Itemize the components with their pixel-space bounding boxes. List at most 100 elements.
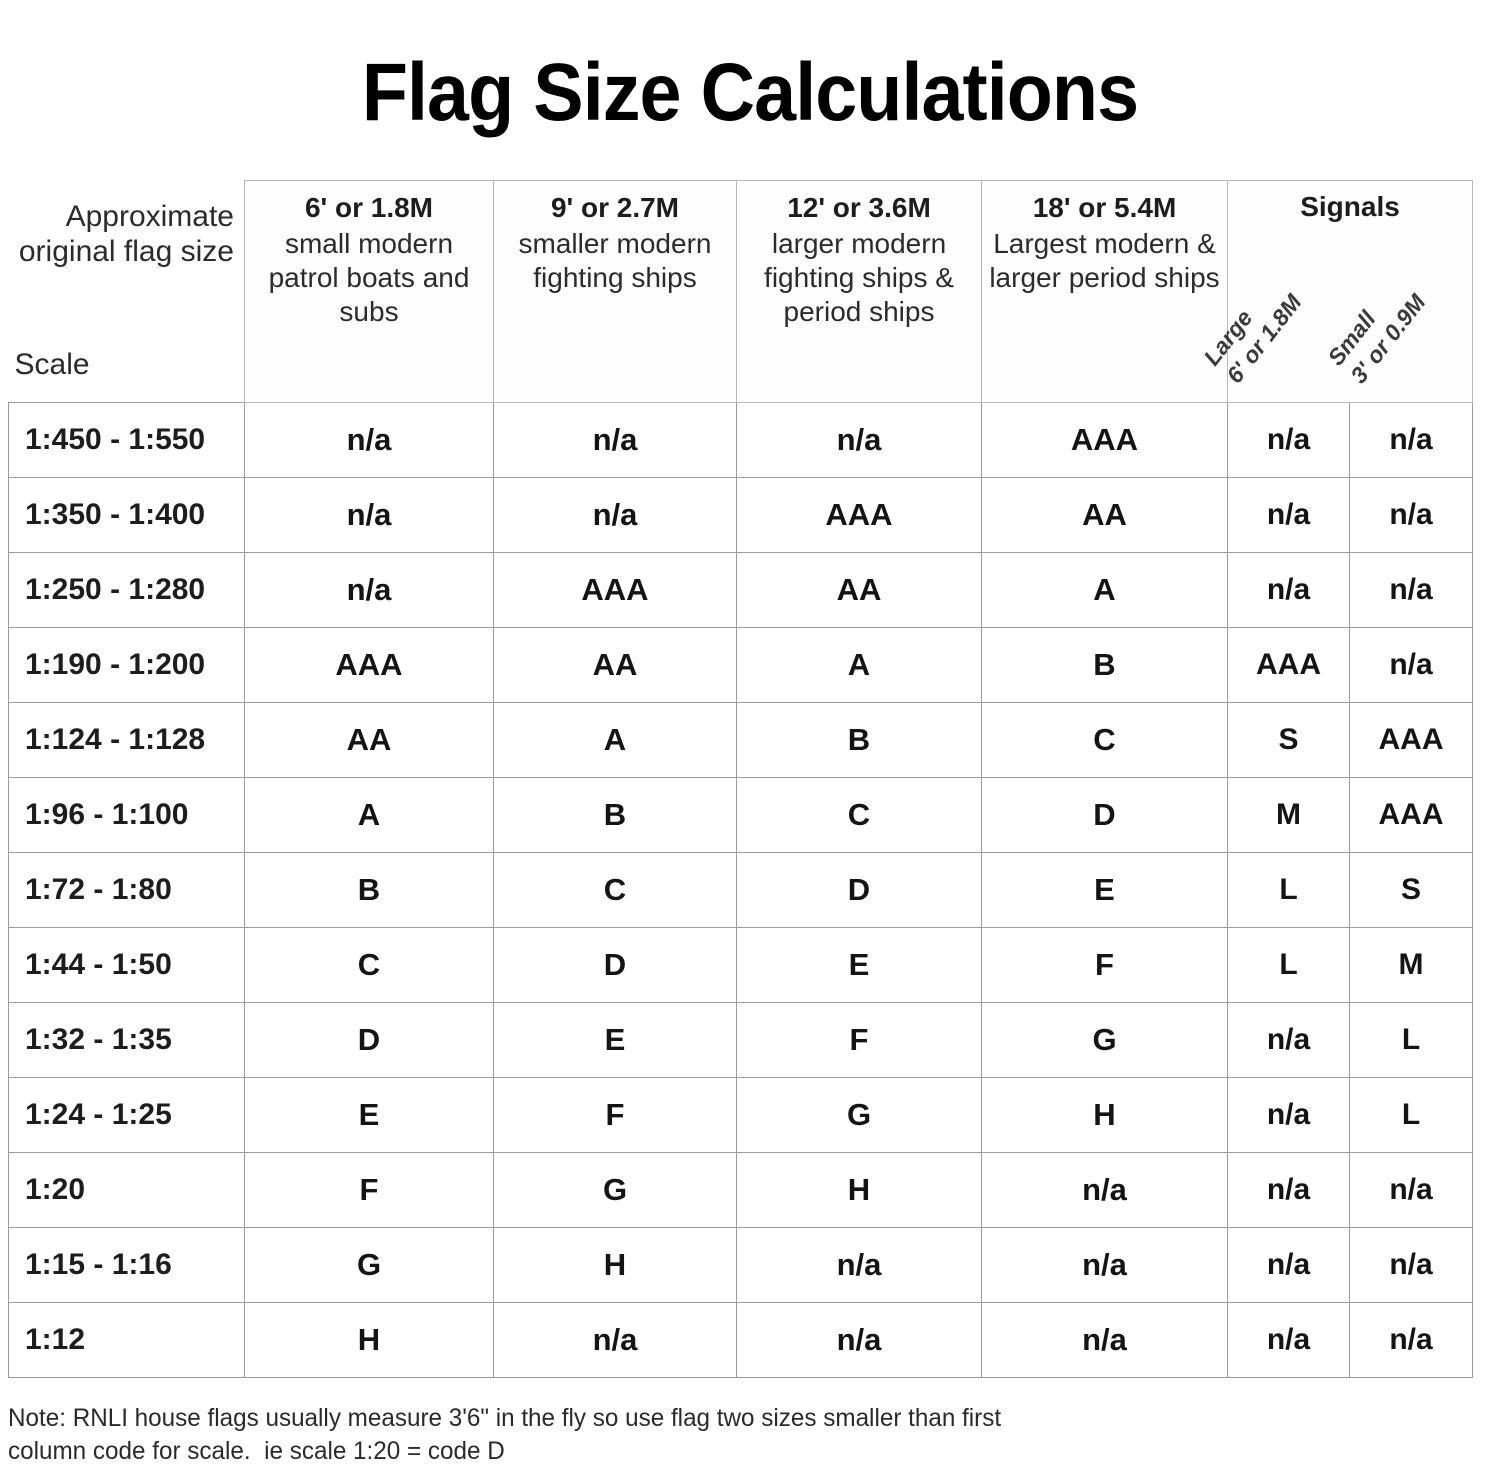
scale-cell: 1:450 - 1:550 bbox=[8, 402, 245, 478]
flag-code-cell: AA bbox=[736, 552, 982, 628]
scale-cell: 1:32 - 1:35 bbox=[8, 1002, 245, 1078]
flag-code-cell: n/a bbox=[1349, 552, 1473, 628]
scale-cell: 1:44 - 1:50 bbox=[8, 927, 245, 1003]
flag-code-cell: F bbox=[981, 927, 1228, 1003]
flag-code-cell: n/a bbox=[1227, 1002, 1350, 1078]
flag-code-cell: G bbox=[736, 1077, 982, 1153]
flag-code-cell: L bbox=[1227, 852, 1350, 928]
flag-code-cell: E bbox=[981, 852, 1228, 928]
header-corner-cell: Approximate original flag size Scale bbox=[8, 180, 245, 403]
flag-code-cell: n/a bbox=[1227, 1077, 1350, 1153]
header-col-12ft-main: 12' or 3.6M bbox=[787, 192, 931, 223]
table-row: 1:190 - 1:200 AAA AA A B AAA n/a bbox=[8, 627, 1473, 703]
scale-cell: 1:72 - 1:80 bbox=[8, 852, 245, 928]
scale-cell: 1:350 - 1:400 bbox=[8, 477, 245, 553]
flag-code-cell: L bbox=[1349, 1002, 1473, 1078]
flag-code-cell: A bbox=[244, 777, 494, 853]
flag-code-cell: n/a bbox=[1227, 1152, 1350, 1228]
flag-code-cell: E bbox=[736, 927, 982, 1003]
header-col-18ft-sub: Largest modern & larger period ships bbox=[989, 228, 1220, 294]
flag-code-cell: n/a bbox=[244, 477, 494, 553]
flag-code-cell: D bbox=[244, 1002, 494, 1078]
flag-code-cell: B bbox=[244, 852, 494, 928]
flag-code-cell: AAA bbox=[493, 552, 737, 628]
flag-code-cell: H bbox=[493, 1227, 737, 1303]
header-col-signals: Signals Large 6' or 1.8M Small 3' or 0.9… bbox=[1198, 180, 1473, 403]
header-col-9ft-sub: smaller modern fighting ships bbox=[518, 228, 712, 294]
scale-cell: 1:12 bbox=[8, 1302, 245, 1378]
flag-code-cell: A bbox=[981, 552, 1228, 628]
scale-cell: 1:24 - 1:25 bbox=[8, 1077, 245, 1153]
flag-code-cell: H bbox=[244, 1302, 494, 1378]
flag-code-cell: C bbox=[736, 777, 982, 853]
flag-code-cell: A bbox=[493, 702, 737, 778]
scale-cell: 1:124 - 1:128 bbox=[8, 702, 245, 778]
flag-code-cell: M bbox=[1349, 927, 1473, 1003]
flag-code-cell: G bbox=[981, 1002, 1228, 1078]
signals-small-label: Small 3' or 0.9M bbox=[1322, 271, 1433, 390]
flag-code-cell: C bbox=[493, 852, 737, 928]
header-col-18ft: 18' or 5.4M Largest modern & larger peri… bbox=[981, 180, 1228, 403]
table-row: 1:96 - 1:100 A B C D M AAA bbox=[8, 777, 1473, 853]
flag-code-cell: A bbox=[736, 627, 982, 703]
flag-code-cell: C bbox=[244, 927, 494, 1003]
flag-size-table-wrapper: Approximate original flag size Scale 6' … bbox=[8, 180, 1473, 1378]
flag-code-cell: n/a bbox=[1227, 1227, 1350, 1303]
flag-code-cell: F bbox=[736, 1002, 982, 1078]
table-row: 1:44 - 1:50 C D E F L M bbox=[8, 927, 1473, 1003]
flag-code-cell: n/a bbox=[1349, 1152, 1473, 1228]
flag-code-cell: n/a bbox=[1227, 552, 1350, 628]
page-title: Flag Size Calculations bbox=[361, 47, 1139, 138]
flag-code-cell: AA bbox=[493, 627, 737, 703]
flag-code-cell: F bbox=[493, 1077, 737, 1153]
table-body: 1:450 - 1:550 n/a n/a n/a AAA n/a n/a 1:350 - 1… bbox=[8, 402, 1473, 1378]
corner-top-label: Approximate original flag size bbox=[18, 199, 234, 268]
corner-bottom-label: Scale bbox=[14, 348, 90, 381]
header-col-12ft: 12' or 3.6M larger modern fighting ships… bbox=[736, 180, 982, 403]
flag-code-cell: n/a bbox=[244, 402, 494, 478]
flag-code-cell: n/a bbox=[981, 1152, 1228, 1228]
signals-rotated-labels: Large 6' or 1.8M Small 3' or 0.9M bbox=[1198, 246, 1472, 396]
flag-code-cell: AA bbox=[244, 702, 494, 778]
footer-note-line-1: Note: RNLI house flags usually measure 3… bbox=[8, 1404, 1002, 1432]
flag-code-cell: C bbox=[981, 702, 1228, 778]
scale-cell: 1:250 - 1:280 bbox=[8, 552, 245, 628]
flag-code-cell: AAA bbox=[1349, 777, 1473, 853]
scale-cell: 1:96 - 1:100 bbox=[8, 777, 245, 853]
header-col-12ft-sub: larger modern fighting ships & period sh… bbox=[764, 228, 954, 328]
flag-code-cell: AA bbox=[981, 477, 1228, 553]
footer-note: Note: RNLI house flags usually measure 3… bbox=[8, 1402, 1269, 1468]
flag-code-cell: n/a bbox=[736, 1302, 982, 1378]
flag-code-cell: AAA bbox=[981, 402, 1228, 478]
flag-code-cell: S bbox=[1349, 852, 1473, 928]
header-row: Approximate original flag size Scale 6' … bbox=[8, 180, 1473, 403]
flag-code-cell: M bbox=[1227, 777, 1350, 853]
flag-code-cell: B bbox=[981, 627, 1228, 703]
flag-code-cell: AAA bbox=[1349, 702, 1473, 778]
flag-code-cell: F bbox=[244, 1152, 494, 1228]
flag-code-cell: G bbox=[244, 1227, 494, 1303]
footer-note-line-2: column code for scale. ie scale 1:20 = c… bbox=[8, 1437, 505, 1465]
flag-code-cell: B bbox=[736, 702, 982, 778]
flag-code-cell: H bbox=[981, 1077, 1228, 1153]
flag-code-cell: n/a bbox=[244, 552, 494, 628]
table-header: Approximate original flag size Scale 6' … bbox=[8, 180, 1473, 403]
flag-size-table: Approximate original flag size Scale 6' … bbox=[8, 180, 1473, 1378]
scale-cell: 1:190 - 1:200 bbox=[8, 627, 245, 703]
flag-code-cell: n/a bbox=[1349, 402, 1473, 478]
header-col-9ft: 9' or 2.7M smaller modern fighting ships bbox=[493, 180, 737, 403]
flag-code-cell: E bbox=[244, 1077, 494, 1153]
flag-code-cell: L bbox=[1349, 1077, 1473, 1153]
flag-code-cell: B bbox=[493, 777, 737, 853]
flag-code-cell: n/a bbox=[1349, 1227, 1473, 1303]
header-col-6ft-main: 6' or 1.8M bbox=[304, 192, 434, 223]
flag-code-cell: n/a bbox=[493, 1302, 737, 1378]
flag-code-cell: H bbox=[736, 1152, 982, 1228]
